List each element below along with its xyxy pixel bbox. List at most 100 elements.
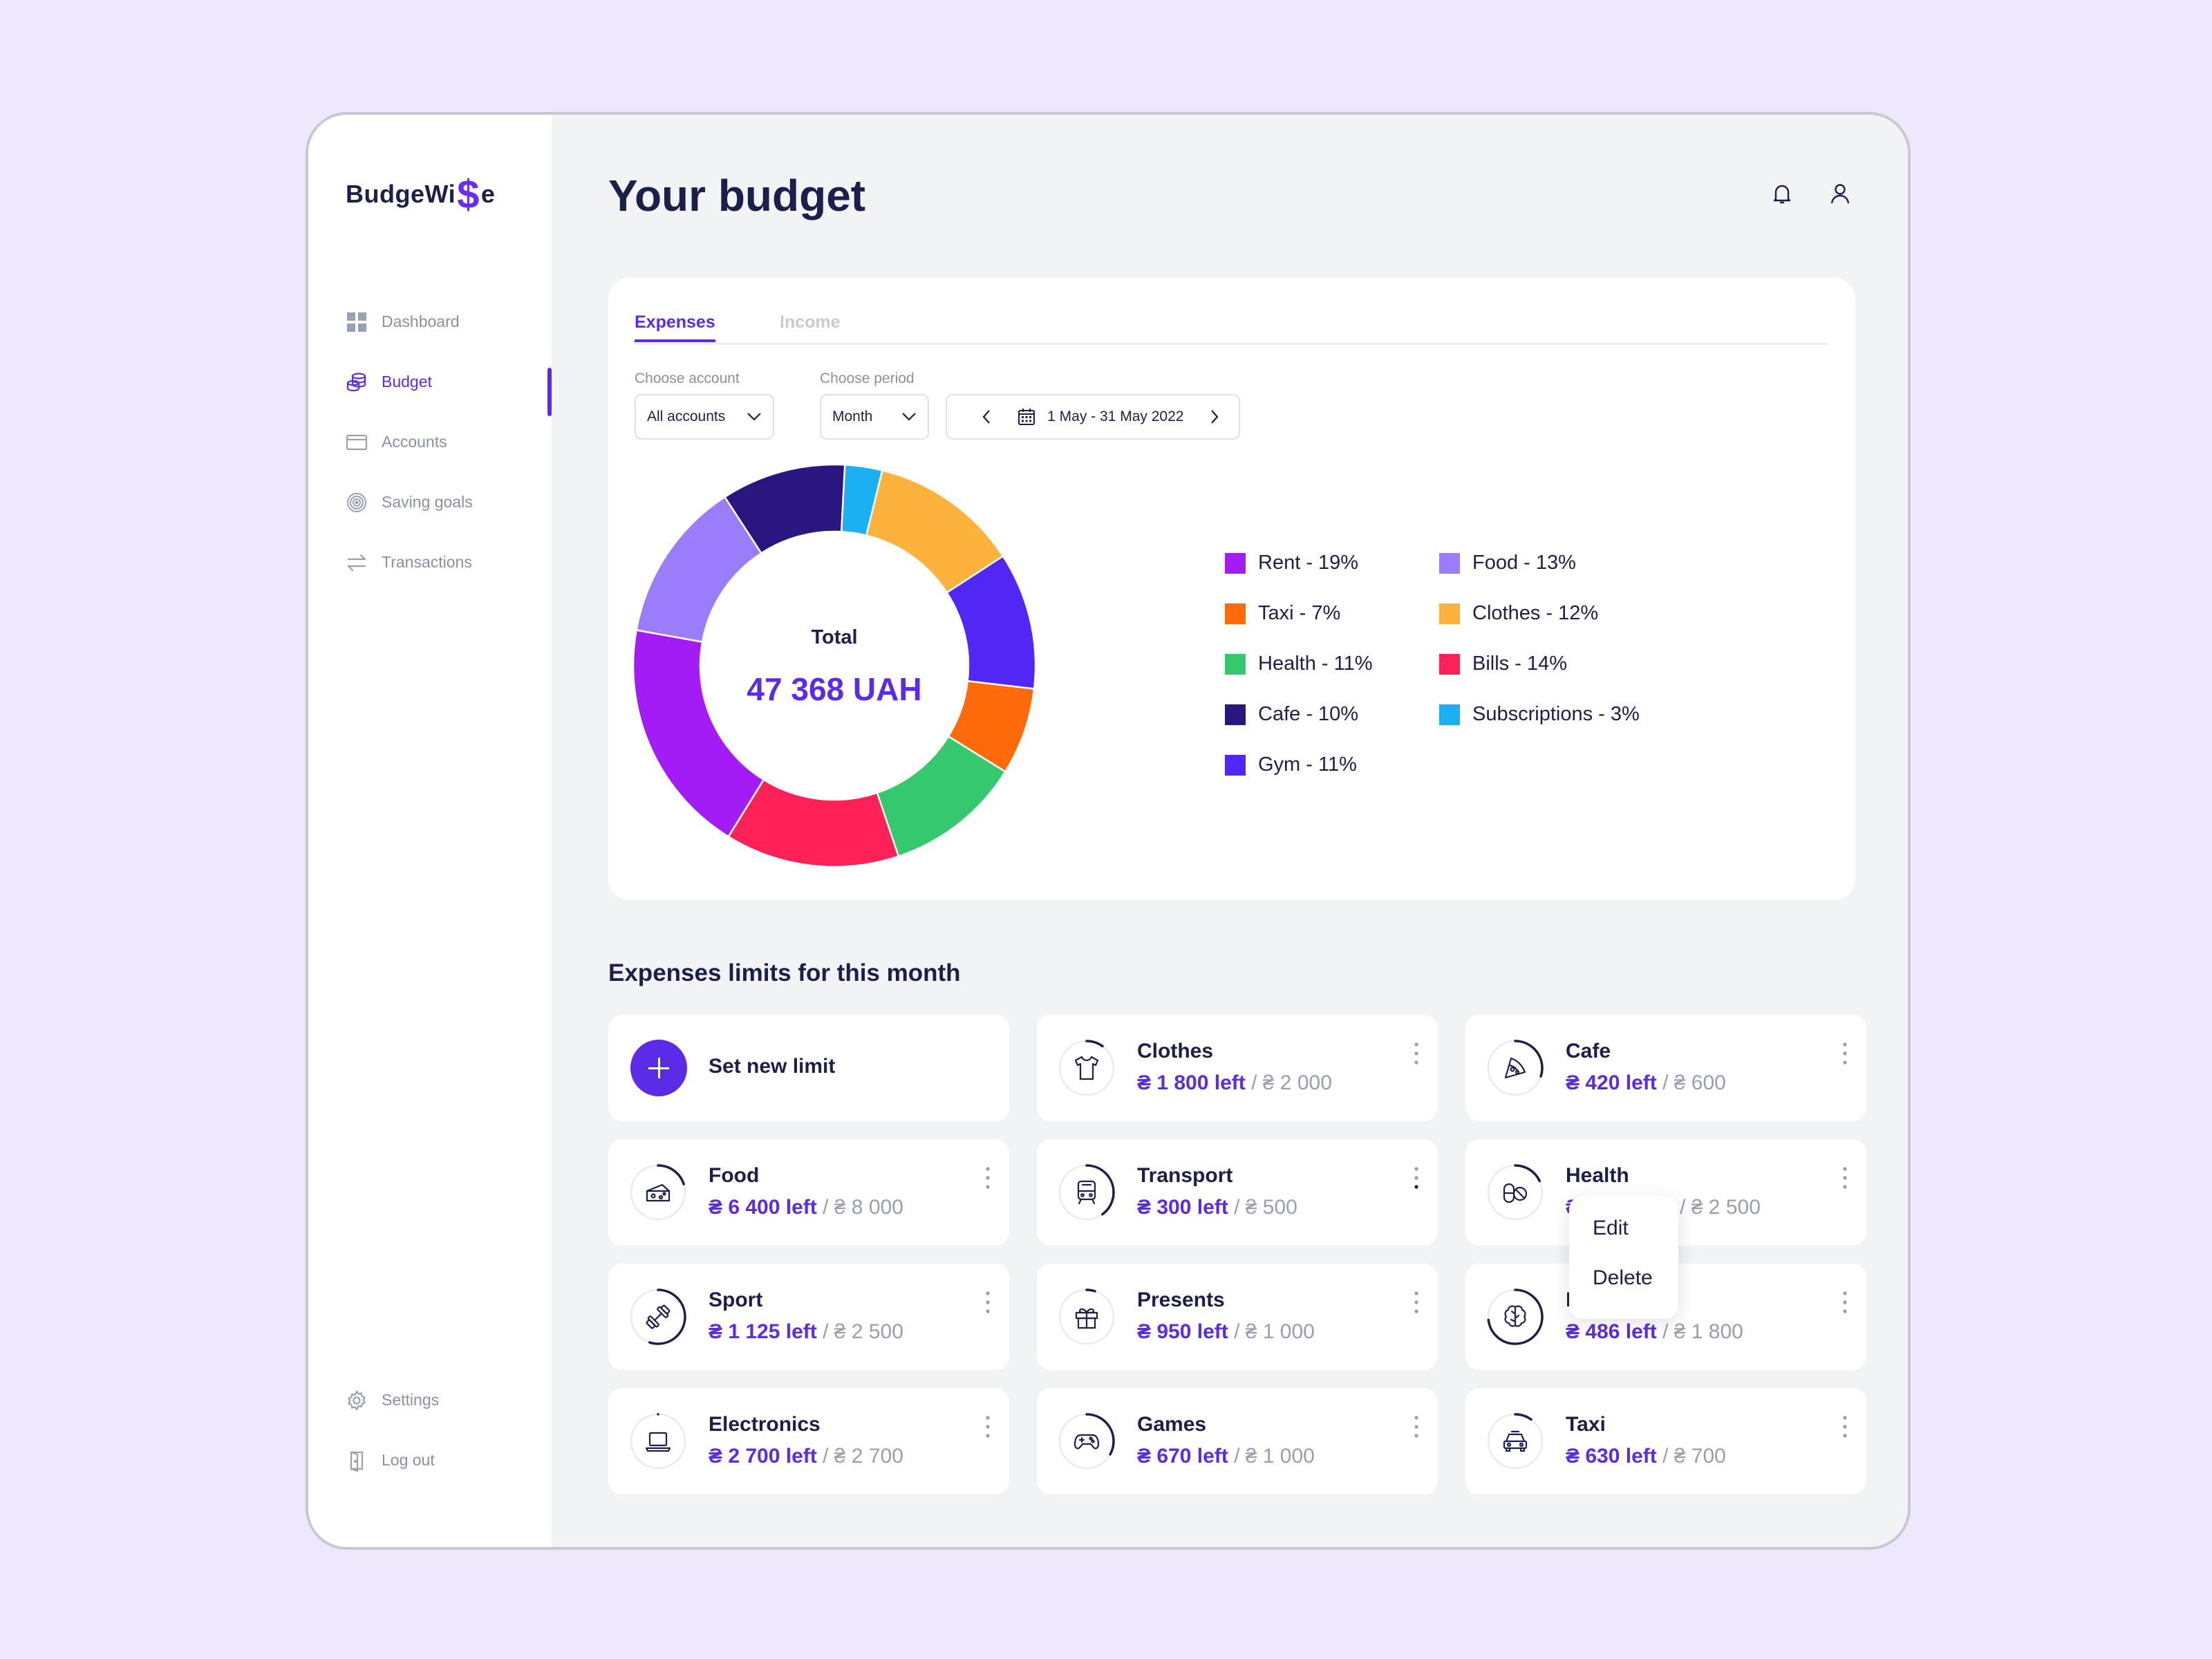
period-select[interactable]: Month bbox=[820, 394, 929, 440]
tshirt-icon bbox=[1074, 1056, 1099, 1080]
legend-swatch bbox=[1439, 552, 1460, 574]
tab-income[interactable]: Income bbox=[780, 312, 841, 332]
sidebar-item-accounts[interactable]: Accounts bbox=[346, 412, 552, 472]
sidebar-item-budget[interactable]: Budget bbox=[346, 352, 552, 416]
more-options-icon[interactable] bbox=[1413, 1165, 1420, 1190]
tab-bar: Expenses Income bbox=[635, 312, 1828, 345]
limit-name: Food bbox=[709, 1164, 760, 1187]
more-options-icon[interactable] bbox=[984, 1414, 991, 1439]
legend-label: Bills - 14% bbox=[1472, 653, 1567, 675]
limit-left: ₴ 1 125 left bbox=[709, 1320, 817, 1343]
card-icon bbox=[346, 434, 368, 450]
progress-ring-track bbox=[1487, 1288, 1544, 1345]
donut-slice-rent[interactable] bbox=[633, 629, 765, 838]
set-new-limit-card[interactable]: Set new limit bbox=[608, 1015, 1009, 1121]
total-value: 47 368 UAH bbox=[747, 671, 922, 707]
limit-amount: ₴ 670 left / ₴ 1 000 bbox=[1137, 1445, 1315, 1468]
gamepad-icon bbox=[1074, 1434, 1100, 1450]
progress-ring-track bbox=[1058, 1164, 1115, 1221]
limit-left: ₴ 630 left bbox=[1566, 1445, 1657, 1468]
period-select-value: Month bbox=[832, 409, 873, 424]
page-title: Your budget bbox=[608, 171, 866, 221]
sidebar-item-dashboard[interactable]: Dashboard bbox=[346, 292, 552, 352]
limit-progress-ring bbox=[1058, 1412, 1116, 1470]
legend-item: Bills - 14% bbox=[1439, 653, 1567, 675]
limit-card-games[interactable]: Games ₴ 670 left / ₴ 1 000 bbox=[1037, 1388, 1438, 1494]
limit-amount: ₴ 486 left / ₴ 1 800 bbox=[1566, 1320, 1743, 1344]
limit-amount: ₴ 630 left / ₴ 700 bbox=[1566, 1445, 1726, 1468]
limit-amount: ₴ 6 400 left / ₴ 8 000 bbox=[709, 1196, 903, 1219]
logo[interactable]: BudgeWi$e bbox=[346, 171, 495, 218]
sidebar-bottom: Settings Log out bbox=[346, 1370, 552, 1490]
limit-total: ₴ 2 000 bbox=[1262, 1071, 1332, 1094]
more-options-icon[interactable] bbox=[1413, 1290, 1420, 1315]
limit-separator: / bbox=[816, 1320, 834, 1343]
sidebar-item-saving-goals[interactable]: Saving goals bbox=[346, 472, 552, 532]
set-new-limit-label: Set new limit bbox=[709, 1055, 836, 1078]
legend-label: Food - 13% bbox=[1472, 552, 1576, 574]
limit-card-transport[interactable]: Transport ₴ 300 left / ₴ 500 bbox=[1037, 1139, 1438, 1246]
more-options-icon[interactable] bbox=[1841, 1041, 1848, 1066]
limits-grid: Set new limit Clothes ₴ 1 800 left / ₴ 2 … bbox=[608, 1015, 1866, 1494]
limit-total: ₴ 8 000 bbox=[834, 1196, 903, 1219]
chevron-right-icon[interactable] bbox=[1210, 409, 1219, 424]
more-options-icon[interactable] bbox=[1841, 1414, 1848, 1439]
date-range-picker[interactable]: 1 May - 31 May 2022 bbox=[946, 394, 1240, 440]
coins-icon bbox=[346, 372, 366, 391]
date-range-text: 1 May - 31 May 2022 bbox=[1047, 409, 1184, 424]
limit-name: Clothes bbox=[1137, 1040, 1214, 1062]
target-icon bbox=[347, 492, 366, 512]
limit-card-presents[interactable]: Presents ₴ 950 left / ₴ 1 000 bbox=[1037, 1264, 1438, 1370]
progress-ring-track bbox=[1058, 1040, 1115, 1096]
bell-icon[interactable] bbox=[1770, 181, 1794, 206]
more-options-icon[interactable] bbox=[1413, 1041, 1420, 1066]
limit-card-electronics[interactable]: Electronics ₴ 2 700 left / ₴ 2 700 bbox=[608, 1388, 1009, 1494]
pills-icon bbox=[1503, 1183, 1528, 1203]
legend-label: Taxi - 7% bbox=[1258, 602, 1341, 624]
limit-progress-ring bbox=[1058, 1288, 1116, 1346]
limit-progress-ring bbox=[1486, 1288, 1544, 1346]
limit-separator: / bbox=[1674, 1196, 1691, 1219]
laptop-icon bbox=[645, 1432, 671, 1452]
limit-card-cafe[interactable]: Cafe ₴ 420 left / ₴ 600 bbox=[1465, 1015, 1866, 1121]
limit-card-taxi[interactable]: Taxi ₴ 630 left / ₴ 700 bbox=[1465, 1388, 1866, 1494]
limit-card-food[interactable]: Food ₴ 6 400 left / ₴ 8 000 bbox=[608, 1139, 1009, 1246]
sidebar-item-label: Settings bbox=[382, 1391, 440, 1409]
legend-swatch bbox=[1439, 653, 1460, 675]
limit-amount: ₴ 1 125 left / ₴ 2 500 bbox=[709, 1320, 903, 1344]
menu-item-delete[interactable]: Delete bbox=[1593, 1266, 1653, 1289]
limit-card-clothes[interactable]: Clothes ₴ 1 800 left / ₴ 2 000 bbox=[1037, 1015, 1438, 1121]
donut-slice-cafe[interactable] bbox=[723, 465, 846, 555]
account-label: Choose account bbox=[635, 371, 740, 386]
more-options-icon[interactable] bbox=[1841, 1290, 1848, 1315]
sidebar-item-logout[interactable]: Log out bbox=[346, 1430, 552, 1490]
add-limit-button[interactable] bbox=[630, 1040, 687, 1096]
chevron-left-icon[interactable] bbox=[982, 409, 991, 424]
pizza-icon bbox=[1504, 1057, 1526, 1079]
sidebar-item-label: Log out bbox=[382, 1451, 435, 1469]
account-select[interactable]: All accounts bbox=[635, 394, 774, 440]
logo-text: BudgeWi bbox=[346, 180, 456, 208]
legend-item: Subscriptions - 3% bbox=[1439, 703, 1640, 726]
limit-total: ₴ 1 800 bbox=[1674, 1320, 1743, 1343]
limit-total: ₴ 1 000 bbox=[1245, 1320, 1315, 1343]
limit-separator: / bbox=[1656, 1320, 1674, 1343]
more-options-icon[interactable] bbox=[1841, 1165, 1848, 1190]
more-options-icon[interactable] bbox=[1413, 1414, 1420, 1439]
more-options-icon[interactable] bbox=[984, 1290, 991, 1315]
sidebar-item-settings[interactable]: Settings bbox=[346, 1370, 552, 1430]
limit-progress-ring bbox=[1058, 1039, 1116, 1097]
limit-card-sport[interactable]: Sport ₴ 1 125 left / ₴ 2 500 bbox=[608, 1264, 1009, 1370]
limit-left: ₴ 670 left bbox=[1137, 1445, 1228, 1468]
active-indicator bbox=[547, 368, 552, 416]
limit-separator: / bbox=[816, 1196, 834, 1219]
user-icon[interactable] bbox=[1828, 181, 1853, 206]
tab-expenses[interactable]: Expenses bbox=[635, 312, 715, 342]
limit-name: Cafe bbox=[1566, 1040, 1611, 1062]
menu-item-edit[interactable]: Edit bbox=[1593, 1217, 1629, 1239]
sidebar-item-transactions[interactable]: Transactions bbox=[346, 532, 552, 592]
limit-progress-ring bbox=[629, 1163, 687, 1221]
more-options-icon[interactable] bbox=[984, 1165, 991, 1190]
car-icon bbox=[1503, 1430, 1528, 1452]
legend-label: Health - 11% bbox=[1258, 653, 1373, 675]
